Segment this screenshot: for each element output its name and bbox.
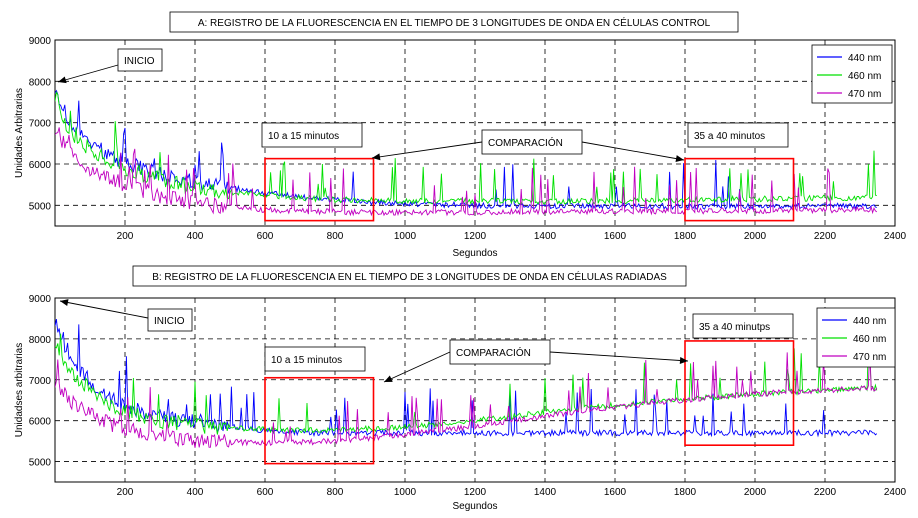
y-tick-label: 9000 bbox=[29, 36, 52, 47]
x-tick-label: 1600 bbox=[604, 231, 627, 242]
annotation-box bbox=[117, 48, 163, 72]
annotation-label: 10 a 15 minutos bbox=[271, 355, 342, 366]
annotation-arrowhead bbox=[384, 375, 393, 382]
annotation-arrow bbox=[371, 141, 483, 159]
x-axis-label: Segundos bbox=[452, 248, 497, 259]
annotation-label: INICIO bbox=[124, 56, 155, 67]
x-tick-label: 1600 bbox=[604, 487, 627, 498]
annotation-label: 10 a 15 minutos bbox=[268, 131, 339, 142]
x-tick-label: 200 bbox=[117, 231, 134, 242]
x-tick-label: 2400 bbox=[884, 231, 907, 242]
y-tick-label: 9000 bbox=[29, 294, 52, 305]
x-tick-label: 200 bbox=[117, 487, 134, 498]
annotation-label: INICIO bbox=[154, 316, 185, 327]
series-line-3 bbox=[55, 127, 878, 217]
highlight-box bbox=[264, 376, 375, 465]
annotation-arrow bbox=[549, 351, 689, 362]
annotation-arrow bbox=[383, 351, 451, 383]
x-tick-label: 1800 bbox=[674, 487, 697, 498]
x-tick-label: 800 bbox=[327, 487, 344, 498]
series-line-3 bbox=[55, 345, 878, 448]
x-tick-label: 800 bbox=[327, 231, 344, 242]
x-tick-label: 600 bbox=[257, 231, 274, 242]
annotation-box bbox=[147, 308, 193, 332]
annotation-box bbox=[692, 313, 794, 339]
legend-label: 470 nm bbox=[853, 352, 886, 363]
chart-title-box bbox=[169, 11, 739, 33]
y-tick-label: 8000 bbox=[29, 77, 52, 88]
x-tick-label: 1200 bbox=[464, 487, 487, 498]
annotation-arrowhead bbox=[58, 76, 67, 84]
legend-label: 440 nm bbox=[848, 53, 881, 64]
annotation-label: COMPARACIÓN bbox=[488, 136, 563, 149]
x-tick-label: 400 bbox=[187, 487, 204, 498]
series-group bbox=[55, 319, 878, 448]
y-tick-label: 7000 bbox=[29, 376, 52, 387]
x-tick-label: 1000 bbox=[394, 231, 417, 242]
x-tick-label: 1400 bbox=[534, 487, 557, 498]
highlight-box bbox=[684, 157, 795, 222]
x-tick-label: 400 bbox=[187, 231, 204, 242]
annotation-label: 35 a 40 minutps bbox=[699, 322, 770, 333]
highlight-box bbox=[264, 157, 375, 222]
x-tick-label: 2000 bbox=[744, 231, 767, 242]
x-tick-label: 2000 bbox=[744, 487, 767, 498]
x-tick-label: 2200 bbox=[814, 231, 837, 242]
series-line-1 bbox=[55, 319, 878, 438]
annotation-label: COMPARACIÓN bbox=[456, 346, 531, 359]
x-tick-label: 2200 bbox=[814, 487, 837, 498]
annotation-box bbox=[481, 129, 583, 155]
annotation-arrowhead bbox=[675, 155, 684, 163]
legend-label: 440 nm bbox=[853, 316, 886, 327]
chart-title: A: REGISTRO DE LA FLUORESCENCIA EN EL TI… bbox=[198, 16, 711, 29]
y-tick-label: 7000 bbox=[29, 119, 52, 130]
annotation-arrowhead bbox=[372, 153, 381, 161]
annotation-label: 35 a 40 minutos bbox=[694, 131, 765, 142]
y-tick-label: 6000 bbox=[29, 160, 52, 171]
x-tick-label: 600 bbox=[257, 487, 274, 498]
y-tick-label: 5000 bbox=[29, 201, 52, 212]
x-tick-label: 1400 bbox=[534, 231, 557, 242]
chart-title: B: REGISTRO DE LA FLUORESCENCIA EN EL TI… bbox=[152, 270, 667, 283]
legend-label: 470 nm bbox=[848, 89, 881, 100]
y-axis-label: Unidades Arbitrarias bbox=[14, 88, 25, 178]
series-group bbox=[55, 89, 878, 217]
x-axis-label: Segundos bbox=[452, 501, 497, 512]
y-axis-label: Unidadses arbitrarias bbox=[14, 343, 25, 438]
legend-label: 460 nm bbox=[853, 334, 886, 345]
chart-title-box bbox=[132, 265, 687, 287]
x-tick-label: 1200 bbox=[464, 231, 487, 242]
x-tick-label: 1000 bbox=[394, 487, 417, 498]
annotation-arrow bbox=[59, 300, 149, 319]
y-tick-label: 6000 bbox=[29, 417, 52, 428]
annotation-box bbox=[264, 346, 366, 372]
annotation-arrow bbox=[581, 141, 685, 161]
legend-label: 460 nm bbox=[848, 71, 881, 82]
annotation-box bbox=[261, 122, 363, 148]
x-tick-label: 1800 bbox=[674, 231, 697, 242]
annotation-arrow bbox=[57, 64, 119, 83]
highlight-box bbox=[684, 340, 795, 446]
annotation-arrowhead bbox=[60, 299, 69, 306]
y-tick-label: 5000 bbox=[29, 458, 52, 469]
x-tick-label: 2400 bbox=[884, 487, 907, 498]
annotation-box bbox=[687, 122, 789, 148]
y-tick-label: 8000 bbox=[29, 335, 52, 346]
annotation-arrowhead bbox=[679, 356, 688, 364]
